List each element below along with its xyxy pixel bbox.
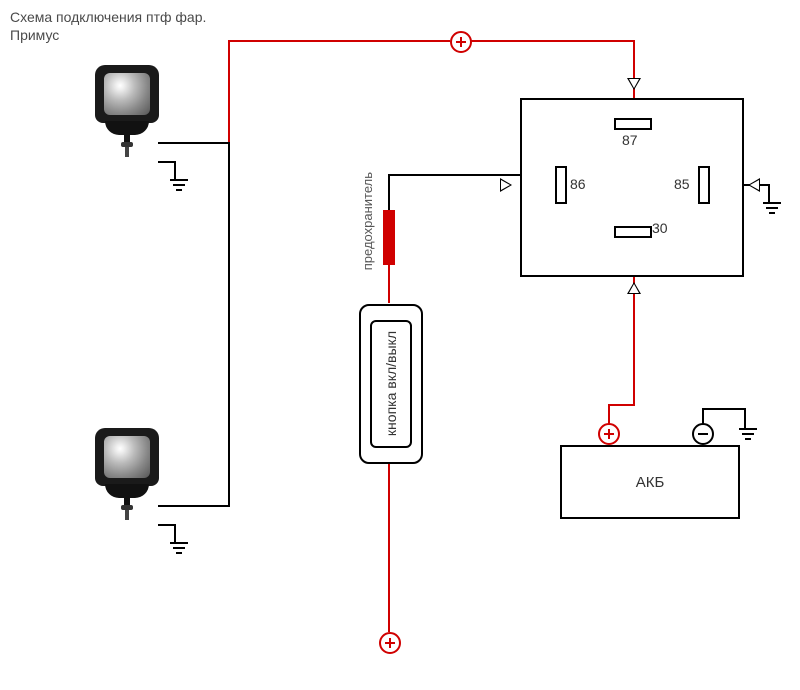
diagram-title: Схема подключения птф фар. Примус xyxy=(10,8,206,44)
relay-label-87: 87 xyxy=(622,132,638,148)
wire-black xyxy=(158,142,230,144)
wire-black xyxy=(388,174,390,211)
arrow-icon xyxy=(500,178,512,192)
wire-black xyxy=(388,174,520,176)
arrow-icon xyxy=(627,282,641,294)
relay-terminal-87 xyxy=(614,118,652,130)
wire-black xyxy=(158,161,174,163)
fuse xyxy=(383,210,395,265)
battery-label: АКБ xyxy=(636,474,665,491)
wire-black xyxy=(174,524,176,542)
title-line1: Схема подключения птф фар. xyxy=(10,9,206,25)
wire-black xyxy=(174,161,176,179)
switch-label: кнопка вкл/выкл xyxy=(383,331,399,436)
diagram-stage: Схема подключения птф фар. Примус xyxy=(0,0,800,690)
plus-marker-icon xyxy=(598,423,620,445)
fog-lamp-icon xyxy=(95,65,165,160)
wire-black xyxy=(228,142,230,505)
plus-marker-icon xyxy=(450,31,472,53)
wire-red xyxy=(228,40,230,143)
relay-label-85: 85 xyxy=(674,176,690,192)
arrow-icon xyxy=(748,178,760,192)
fuse-label: предохранитель xyxy=(360,172,375,270)
arrow-icon xyxy=(627,78,641,90)
relay-terminal-85 xyxy=(698,166,710,204)
wire-black xyxy=(158,505,230,507)
relay-terminal-30 xyxy=(614,226,652,238)
wire-red xyxy=(388,263,390,303)
switch-inner: кнопка вкл/выкл xyxy=(370,320,412,448)
wire-black xyxy=(158,524,174,526)
ground-icon xyxy=(762,202,782,220)
relay-terminal-86 xyxy=(555,166,567,204)
plus-marker-icon xyxy=(379,632,401,654)
ground-icon xyxy=(169,179,189,197)
wire-red xyxy=(228,40,450,42)
minus-marker-icon xyxy=(692,423,714,445)
title-line2: Примус xyxy=(10,27,59,43)
relay-label-86: 86 xyxy=(570,176,586,192)
ground-icon xyxy=(738,428,758,446)
wire-red xyxy=(608,404,635,406)
fog-lamp-icon xyxy=(95,428,165,523)
wire-red xyxy=(469,40,635,42)
wire-black xyxy=(744,408,746,428)
relay-label-30: 30 xyxy=(652,220,668,236)
wire-black xyxy=(702,408,744,410)
battery-box: АКБ xyxy=(560,445,740,519)
wire-red xyxy=(388,460,390,632)
ground-icon xyxy=(169,542,189,560)
wire-black xyxy=(768,184,770,202)
